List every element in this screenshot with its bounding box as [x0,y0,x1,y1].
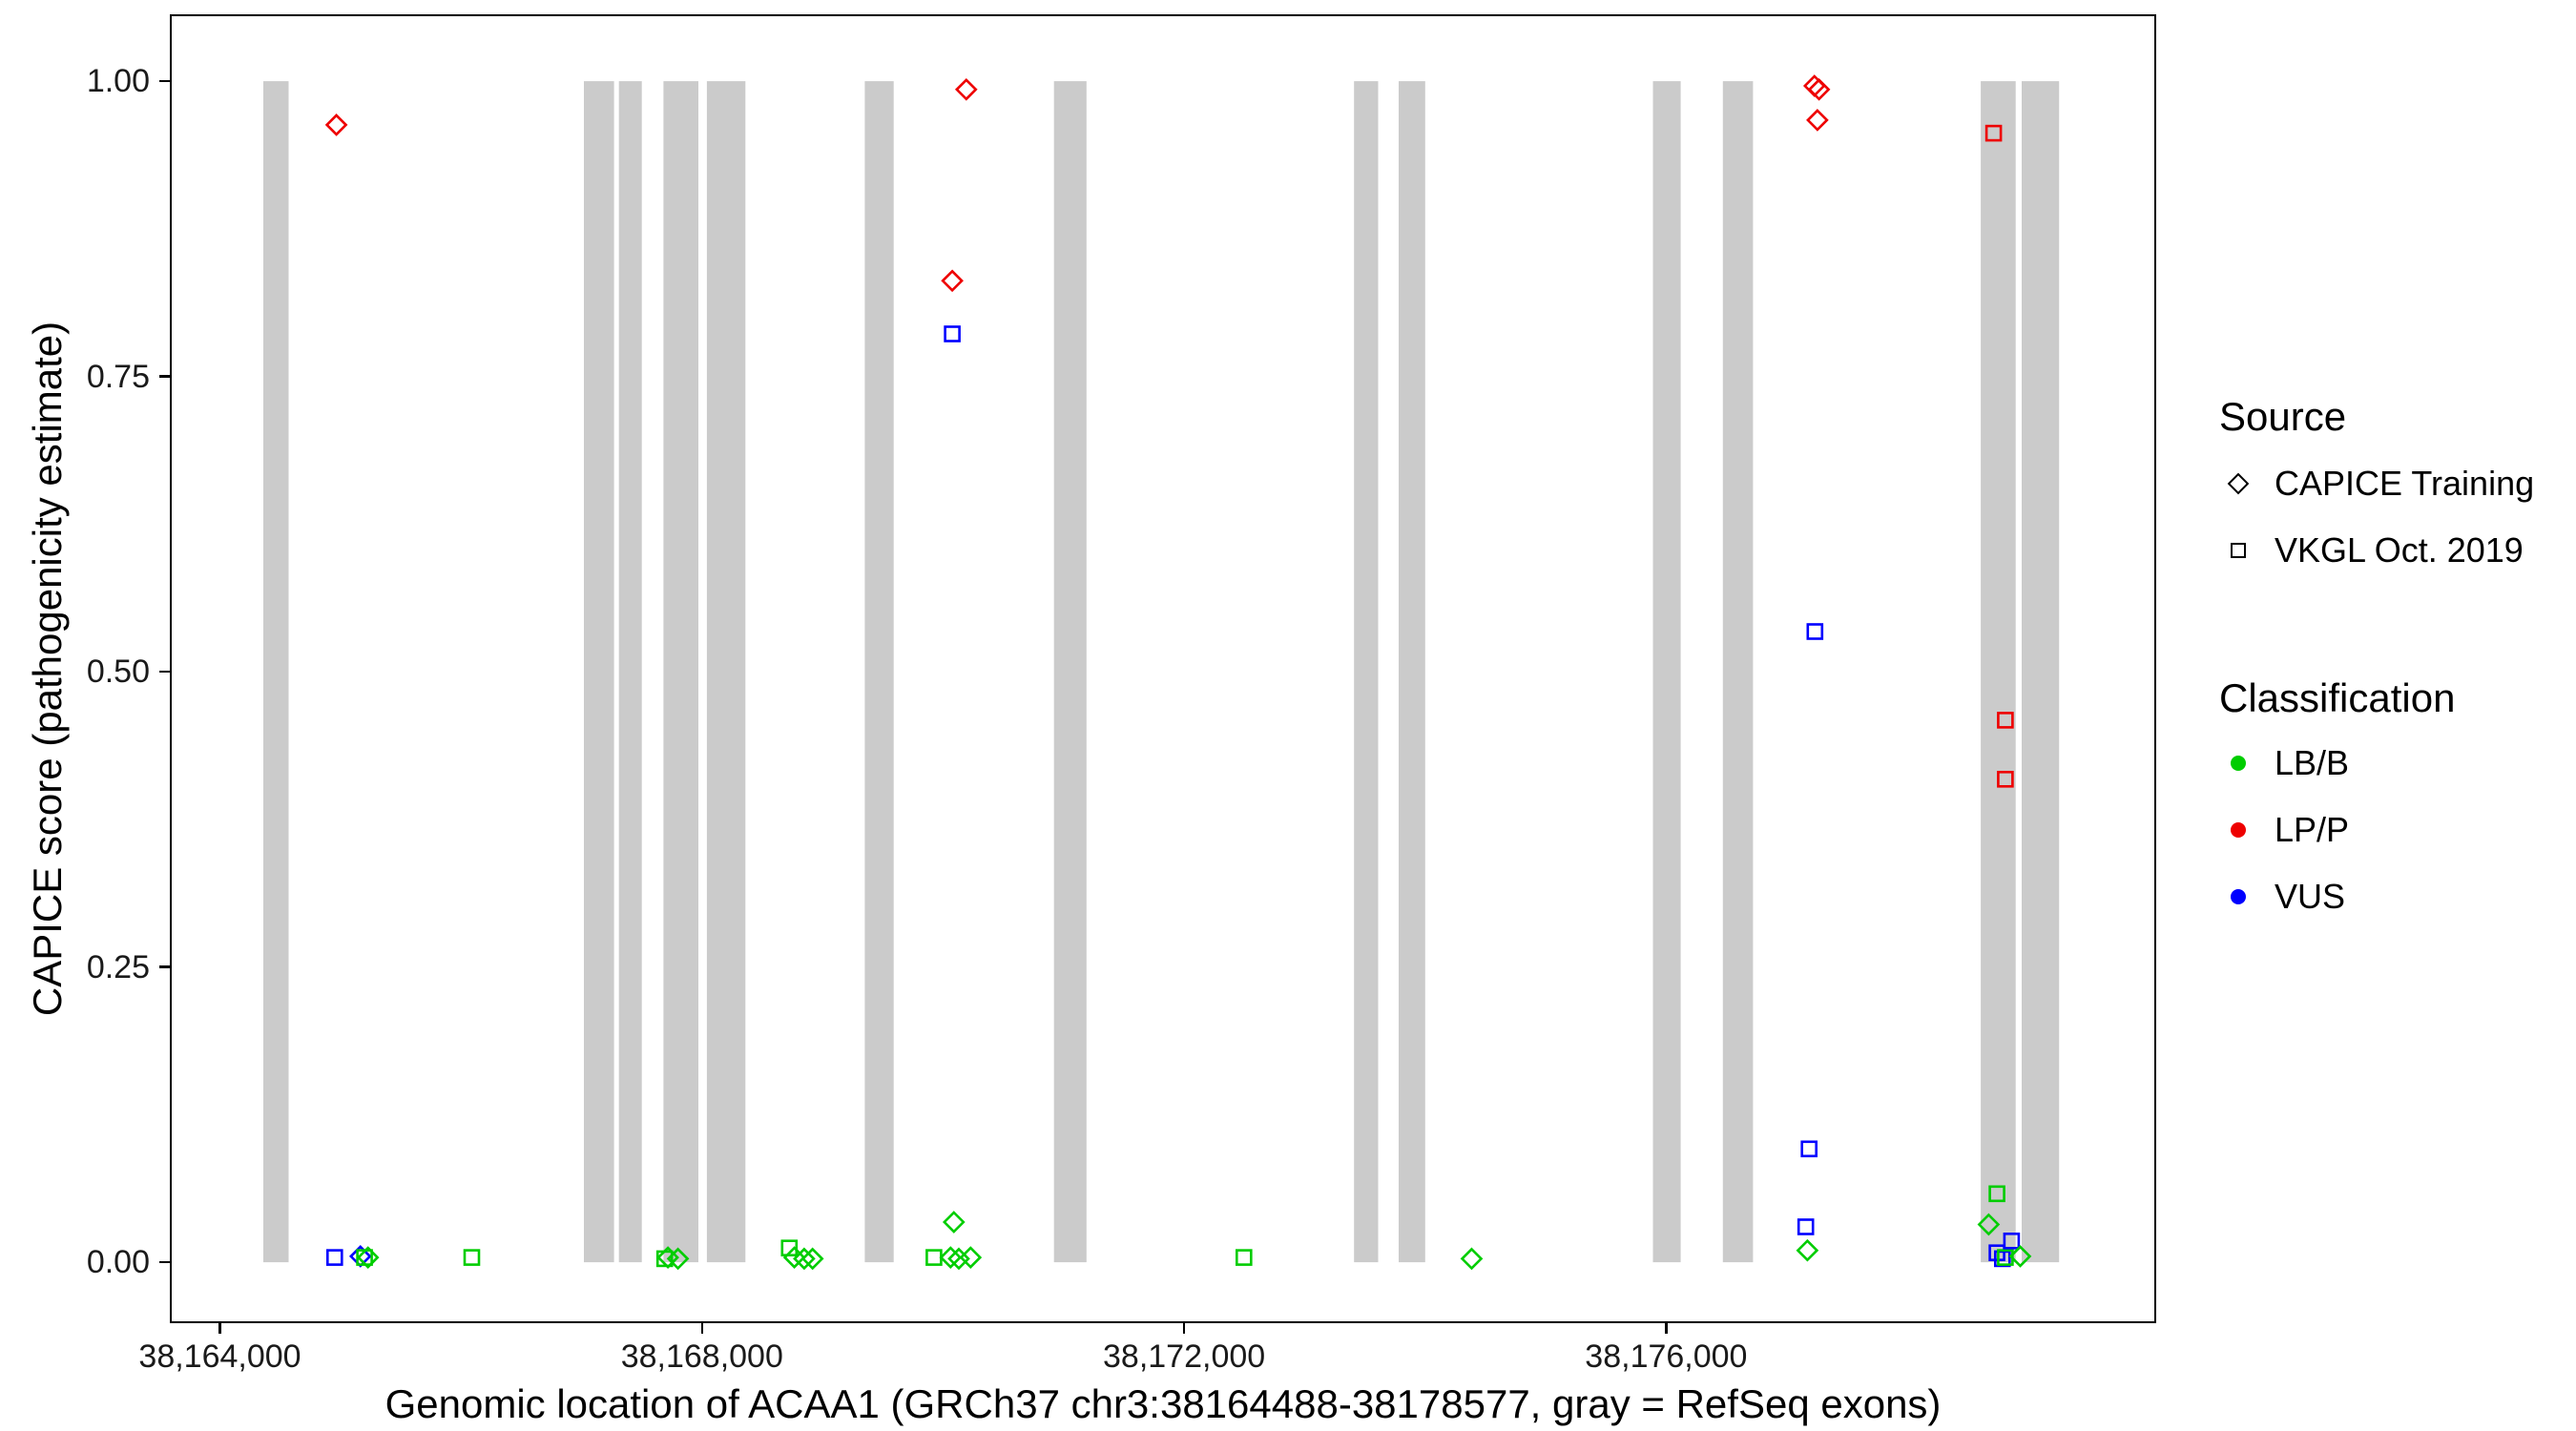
y-tick-label: 0.00 [86,1244,150,1281]
x-tick-label: 38,176,000 [1585,1338,1748,1375]
red-dot-icon [2231,822,2246,838]
x-tick-mark [218,1323,221,1334]
square-icon [2231,543,2246,558]
y-tick-label: 0.75 [86,358,150,395]
exon-bar [584,81,614,1263]
data-point-square [1984,124,2003,142]
data-point-square [326,1249,343,1266]
diamond-icon [2227,472,2250,495]
y-tick-label: 0.25 [86,948,150,985]
y-tick-mark [159,1260,170,1264]
y-tick-label: 1.00 [86,63,150,100]
exon-bar [1652,81,1681,1263]
data-point-diamond [800,1247,824,1271]
data-point-diamond [942,1211,966,1234]
legend-label-lbb: LB/B [2275,743,2350,782]
legend-classification-title: Classification [2219,675,2456,720]
data-point-diamond [793,1247,816,1271]
exon-bar [1354,81,1379,1263]
data-point-diamond [348,1245,372,1268]
blue-dot-icon [2231,889,2246,904]
x-tick-label: 38,172,000 [1103,1338,1266,1375]
exon-bar [263,81,289,1263]
data-point-square [1997,770,2014,788]
data-point-square [1806,623,1824,640]
x-tick-label: 38,168,000 [620,1338,783,1375]
x-tick-label: 38,164,000 [138,1338,301,1375]
data-point-diamond [666,1247,690,1271]
data-point-diamond [324,114,348,136]
legend-item-lpp: LP/P [2219,797,2534,863]
data-point-diamond [1977,1213,2001,1236]
exon-bar [864,81,894,1263]
x-axis-title: Genomic location of ACAA1 (GRCh37 chr3:3… [384,1381,1942,1426]
data-point-square [463,1249,481,1266]
y-tick-label: 0.50 [86,653,150,691]
legend-source-title: Source [2219,394,2347,439]
exon-bar [1399,81,1425,1263]
data-point-square [1988,1185,2005,1203]
data-point-square [1800,1140,1818,1158]
data-point-square [1997,712,2014,729]
data-point-diamond [1460,1247,1484,1271]
exon-bar [706,81,746,1263]
legend-label-capice-training: CAPICE Training [2275,464,2535,503]
y-tick-mark [159,375,170,378]
data-point-diamond [947,1247,970,1271]
exon-bar [1722,81,1754,1263]
data-point-square [1797,1218,1815,1235]
legend-item-vus: VUS [2219,863,2534,930]
legend-item-vkgl: VKGL Oct. 2019 [2219,517,2534,584]
legend: Source CAPICE Training VKGL Oct. 2019 Cl… [2219,393,2534,930]
data-point-square [1236,1249,1253,1266]
legend-key [2219,822,2257,838]
data-point-diamond [959,1246,983,1269]
legend-label-lpp: LP/P [2275,810,2350,849]
data-point-square [780,1239,799,1256]
data-point-diamond [2008,1245,2032,1268]
legend-key [2219,889,2257,904]
green-dot-icon [2231,756,2246,771]
data-point-diamond [941,269,964,293]
data-point-diamond [939,1246,963,1269]
y-tick-mark [159,965,170,968]
legend-key [2219,472,2257,495]
data-point-square [1994,1250,2011,1268]
exon-bar [2022,81,2060,1263]
data-point-diamond [954,77,978,101]
exon-bar [663,81,698,1263]
plot-panel [170,14,2156,1323]
legend-classification-items: LB/B LP/P VUS [2219,730,2534,930]
y-tick-mark [159,670,170,674]
exon-bar [1053,81,1087,1263]
data-point-square [2003,1233,2021,1250]
legend-label-vus: VUS [2275,877,2346,916]
legend-item-capice-training: CAPICE Training [2219,450,2534,517]
legend-label-vkgl: VKGL Oct. 2019 [2275,530,2524,570]
data-point-diamond [1796,1238,1819,1262]
data-point-diamond [1806,109,1829,132]
y-tick-mark [159,79,170,83]
data-point-diamond [1807,77,1831,101]
legend-key [2219,543,2257,558]
data-point-square [925,1249,943,1266]
x-tick-mark [1665,1323,1668,1334]
legend-source-items: CAPICE Training VKGL Oct. 2019 [2219,450,2534,584]
legend-key [2219,756,2257,771]
data-point-square [944,325,961,342]
data-point-diamond [356,1246,380,1269]
exon-bar [618,81,642,1263]
legend-item-lbb: LB/B [2219,730,2534,797]
plot-canvas [263,74,2060,1271]
exon-bar [1981,81,2016,1263]
x-tick-mark [700,1323,704,1334]
x-tick-mark [1182,1323,1186,1334]
